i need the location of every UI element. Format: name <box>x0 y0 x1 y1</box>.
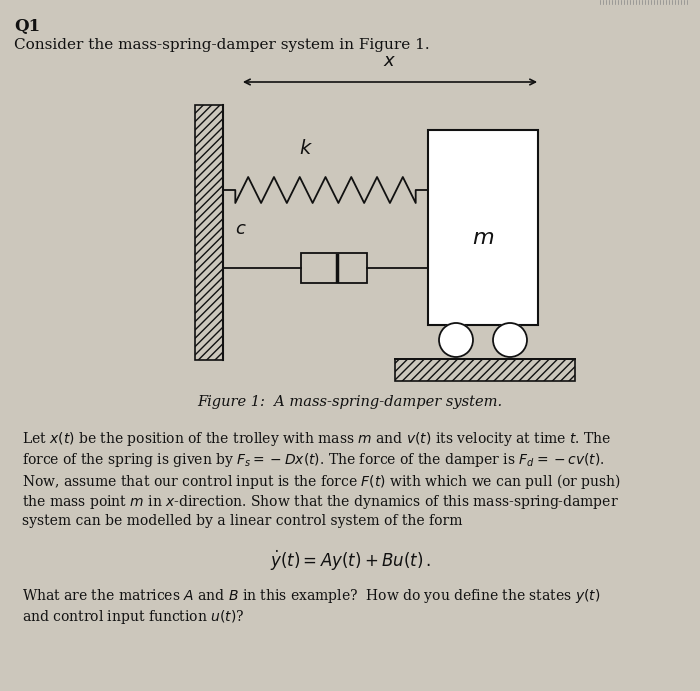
Circle shape <box>493 323 527 357</box>
Text: Consider the mass-spring-damper system in Figure 1.: Consider the mass-spring-damper system i… <box>14 38 430 52</box>
Circle shape <box>439 323 473 357</box>
Text: Figure 1:  A mass-spring-damper system.: Figure 1: A mass-spring-damper system. <box>197 395 503 409</box>
Text: Let $x(t)$ be the position of the trolley with mass $m$ and $v(t)$ its velocity : Let $x(t)$ be the position of the trolle… <box>22 430 612 448</box>
Text: the mass point $m$ in $x$-direction. Show that the dynamics of this mass-spring-: the mass point $m$ in $x$-direction. Sho… <box>22 493 619 511</box>
Text: Now, assume that our control input is the force $F(t)$ with which we can pull (o: Now, assume that our control input is th… <box>22 472 621 491</box>
Text: Q1: Q1 <box>14 18 40 35</box>
Text: $m$: $m$ <box>472 227 494 249</box>
Text: $\dot{y}(t) = Ay(t) + Bu(t)\,.$: $\dot{y}(t) = Ay(t) + Bu(t)\,.$ <box>270 549 430 573</box>
Text: $k$: $k$ <box>298 139 312 158</box>
Text: system can be modelled by a linear control system of the form: system can be modelled by a linear contr… <box>22 514 463 528</box>
Bar <box>195 105 223 360</box>
Text: $x$: $x$ <box>384 52 397 70</box>
Text: and control input function $u(t)$?: and control input function $u(t)$? <box>22 608 244 626</box>
Bar <box>301 253 367 283</box>
Bar <box>428 130 538 325</box>
Text: force of the spring is given by $F_s = -Dx(t)$. The force of the damper is $F_d : force of the spring is given by $F_s = -… <box>22 451 605 469</box>
Bar <box>395 359 575 381</box>
Text: What are the matrices $A$ and $B$ in this example?  How do you define the states: What are the matrices $A$ and $B$ in thi… <box>22 587 601 605</box>
Text: $c$: $c$ <box>235 220 246 238</box>
